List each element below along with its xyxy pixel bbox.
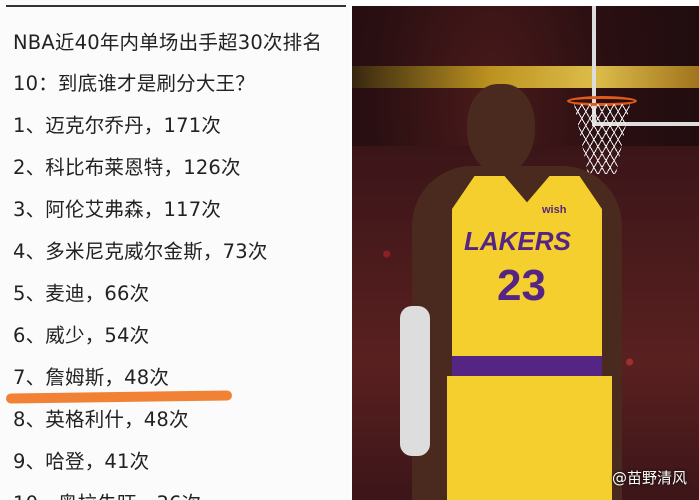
- list-item: 6、威少，54次: [13, 324, 150, 347]
- player-head: [467, 84, 535, 174]
- list-item: 5、麦迪，66次: [13, 282, 150, 305]
- list-item: 1、迈克尔乔丹，171次: [13, 114, 222, 137]
- list-item: 9、哈登，41次: [13, 450, 150, 473]
- jersey-number: 23: [497, 261, 546, 310]
- list-item: 10、奥拉朱旺，36次: [13, 487, 201, 500]
- list-item: 2、科比布莱恩特，126次: [13, 156, 241, 179]
- list-item: 8、英格利什，48次: [13, 408, 189, 431]
- shorts-waistband: [452, 356, 602, 376]
- list-item: 7、詹姆斯，48次: [13, 366, 170, 389]
- shorts: [447, 376, 612, 500]
- highlight-underline: [5, 390, 233, 404]
- title-line-1: NBA近40年内单场出手超30次排名: [13, 31, 323, 54]
- list-item: 3、阿伦艾弗森，117次: [13, 198, 222, 221]
- list-item: 4、多米尼克威尔金斯，73次: [13, 240, 268, 263]
- jersey-sponsor: wish: [542, 204, 567, 216]
- divider: [6, 5, 346, 7]
- arena-banner: [352, 66, 699, 88]
- jersey-team: LAKERS: [464, 226, 571, 256]
- backboard: [592, 6, 699, 126]
- arm-sleeve: [400, 306, 430, 456]
- text-panel: NBA近40年内单场出手超30次排名 10：到底谁才是刷分大王？ 1、迈克尔乔丹…: [5, 5, 346, 500]
- title-line-2: 10：到底谁才是刷分大王？: [13, 72, 255, 95]
- player-photo: wish LAKERS 23 @苗野清风: [352, 6, 699, 500]
- watermark: @苗野清风: [611, 469, 687, 487]
